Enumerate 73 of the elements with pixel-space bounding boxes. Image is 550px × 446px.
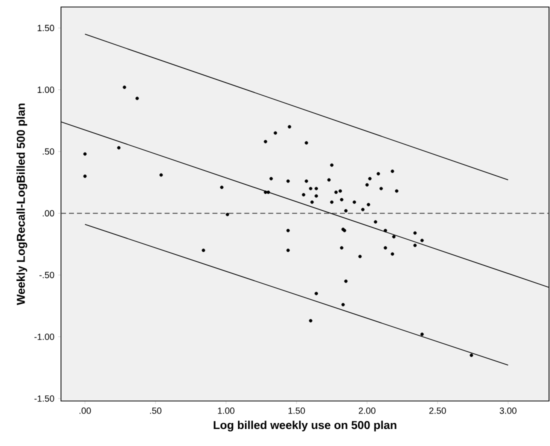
point <box>302 193 306 196</box>
y-tick-label: 1.50 <box>38 24 54 32</box>
point <box>83 174 87 178</box>
point <box>274 131 278 135</box>
point <box>264 140 268 144</box>
point <box>366 202 370 206</box>
point <box>226 212 230 216</box>
y-tick-label: 1.00 <box>38 86 54 93</box>
point <box>310 200 314 204</box>
y-tick-label: -1.00 <box>34 334 54 340</box>
point <box>413 231 417 235</box>
point <box>314 186 318 190</box>
x-tick-label: 3.00 <box>500 408 516 414</box>
point <box>117 146 121 150</box>
point <box>314 292 318 296</box>
point <box>392 235 396 238</box>
y-tick-label: -1.50 <box>34 395 54 402</box>
point <box>304 179 308 183</box>
point <box>341 302 345 306</box>
point <box>390 170 394 173</box>
point <box>122 86 126 89</box>
point <box>344 209 348 212</box>
point <box>308 319 312 322</box>
point <box>470 354 474 357</box>
point <box>304 141 308 145</box>
y-axis-title: Weekly LogRecall-LogBilled 500 plan <box>16 104 28 306</box>
point <box>361 208 365 212</box>
point <box>159 173 163 177</box>
point <box>420 332 424 336</box>
point <box>334 190 338 194</box>
point <box>390 252 394 256</box>
point <box>374 220 378 224</box>
point <box>344 280 348 283</box>
x-tick-label: .00 <box>80 408 91 414</box>
point <box>420 238 424 242</box>
point <box>365 183 369 187</box>
x-tick-label: 2.50 <box>429 408 446 414</box>
point <box>394 189 398 193</box>
point <box>83 152 87 156</box>
x-tick-label: .50 <box>150 408 162 414</box>
point <box>384 228 388 232</box>
point <box>338 189 342 193</box>
point <box>314 194 318 198</box>
point <box>358 254 362 258</box>
y-tick-label: -.50 <box>39 272 54 278</box>
y-tick-label: .00 <box>42 210 54 216</box>
point <box>135 96 139 100</box>
point <box>266 190 270 194</box>
point <box>286 179 290 183</box>
x-tick-label: 1.50 <box>288 408 305 414</box>
point <box>368 176 372 180</box>
point <box>202 248 206 252</box>
x-axis-title: Log billed weekly use on 500 plan <box>214 420 396 432</box>
point <box>340 246 344 250</box>
point <box>340 198 344 202</box>
point <box>264 190 268 194</box>
point <box>330 200 334 204</box>
point <box>286 248 290 252</box>
point <box>220 186 224 190</box>
point <box>413 244 417 248</box>
point <box>327 178 331 182</box>
point <box>330 163 334 167</box>
point <box>352 200 356 204</box>
point <box>269 176 273 180</box>
point <box>308 186 312 190</box>
point <box>286 228 290 232</box>
point <box>288 125 292 128</box>
point <box>376 172 380 176</box>
x-tick-label: 1.00 <box>218 408 234 414</box>
x-tick-label: 2.00 <box>358 408 376 414</box>
point <box>379 186 383 190</box>
y-tick-label: .50 <box>42 148 54 155</box>
point <box>384 246 388 250</box>
